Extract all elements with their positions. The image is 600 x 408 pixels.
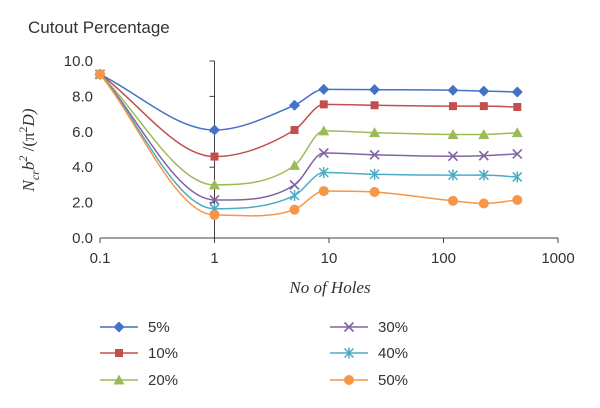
data-point — [209, 124, 220, 136]
data-point — [369, 186, 380, 197]
data-point — [369, 149, 380, 160]
data-point — [511, 86, 523, 98]
legend-label: 30% — [378, 319, 408, 336]
legend-item: 20% — [100, 372, 178, 389]
legend-label: 50% — [378, 372, 408, 389]
data-point — [512, 194, 523, 205]
data-point — [318, 167, 329, 179]
data-point — [513, 103, 522, 112]
y-label-d: D) — [19, 108, 38, 127]
legend-item: 10% — [100, 345, 178, 362]
series-line-2 — [99, 73, 518, 186]
legend-swatch-marker — [115, 349, 123, 357]
data-point — [289, 159, 301, 170]
data-point — [447, 151, 459, 162]
legend-swatch-marker — [113, 374, 125, 385]
legend-item: 30% — [330, 319, 408, 336]
data-point — [369, 168, 380, 180]
x-tick-label: 0.1 — [90, 250, 111, 267]
data-point — [478, 128, 490, 139]
data-point — [319, 100, 328, 109]
y-label-exp2: 2 — [16, 126, 30, 132]
series-line-1 — [99, 73, 518, 158]
data-point — [478, 198, 489, 209]
data-point — [290, 126, 299, 135]
data-point — [209, 179, 220, 190]
data-point — [318, 125, 330, 136]
data-point — [209, 194, 220, 206]
y-label-exp: 2 — [16, 156, 30, 162]
legend-item: 5% — [100, 319, 170, 336]
data-point — [478, 85, 490, 97]
data-point — [289, 179, 300, 190]
data-point — [289, 99, 301, 111]
y-label-n: N — [19, 179, 38, 193]
data-point — [447, 84, 459, 96]
data-point — [447, 128, 459, 139]
x-tick-label: 1000 — [541, 250, 574, 267]
data-point — [479, 102, 488, 111]
y-tick-label: 8.0 — [72, 88, 93, 105]
series-line-3 — [99, 73, 518, 201]
y-label-cr: cr — [28, 170, 42, 180]
x-tick-label: 1 — [210, 250, 218, 267]
data-point — [369, 127, 381, 138]
data-point — [512, 148, 523, 159]
data-point — [447, 169, 459, 181]
y-label-slash: /(π — [19, 132, 38, 156]
data-point — [512, 171, 523, 183]
y-tick-label: 0.0 — [72, 230, 93, 247]
y-tick-label: 4.0 — [72, 159, 93, 176]
x-tick-label: 10 — [321, 250, 338, 267]
legend-swatch-marker — [113, 321, 125, 333]
chart-title: Cutout Percentage — [28, 18, 170, 37]
data-point — [289, 204, 300, 215]
series-line-4 — [99, 73, 518, 210]
legend-swatch-marker — [343, 321, 355, 333]
legend-label: 5% — [148, 319, 170, 336]
data-point — [511, 127, 523, 138]
x-tick-label: 100 — [431, 250, 456, 267]
y-axis-label: Ncrb2 /(π2D) — [16, 108, 42, 192]
legend-item: 40% — [330, 345, 408, 362]
x-axis-label: No of Holes — [288, 278, 371, 297]
y-label-b: b — [19, 162, 38, 171]
legend-label: 10% — [148, 345, 178, 362]
legend-item: 50% — [330, 372, 408, 389]
data-point — [478, 169, 489, 181]
data-point — [318, 147, 329, 159]
data-point — [95, 69, 105, 80]
legend: 5% 10% 20% 30% 40% 50% — [100, 319, 408, 389]
data-point — [210, 152, 219, 161]
data-point — [447, 195, 458, 206]
legend-swatch-marker — [344, 375, 354, 385]
data-point — [318, 186, 329, 197]
data-point — [209, 209, 220, 220]
legend-label: 20% — [148, 372, 178, 389]
data-point — [478, 150, 489, 161]
legend-label: 40% — [378, 345, 408, 362]
legend-swatch-marker — [343, 347, 355, 359]
y-tick-label: 10.0 — [64, 53, 93, 70]
data-point — [369, 84, 381, 96]
data-point — [370, 101, 379, 110]
data-point — [289, 190, 300, 202]
y-tick-label: 2.0 — [72, 195, 93, 212]
data-point — [448, 102, 457, 111]
plot-area: 0.1 1 10 100 1000 0.0 2.0 4.0 6.0 8.0 10.0 — [64, 53, 575, 267]
y-tick-label: 6.0 — [72, 124, 93, 141]
data-point — [318, 83, 330, 95]
